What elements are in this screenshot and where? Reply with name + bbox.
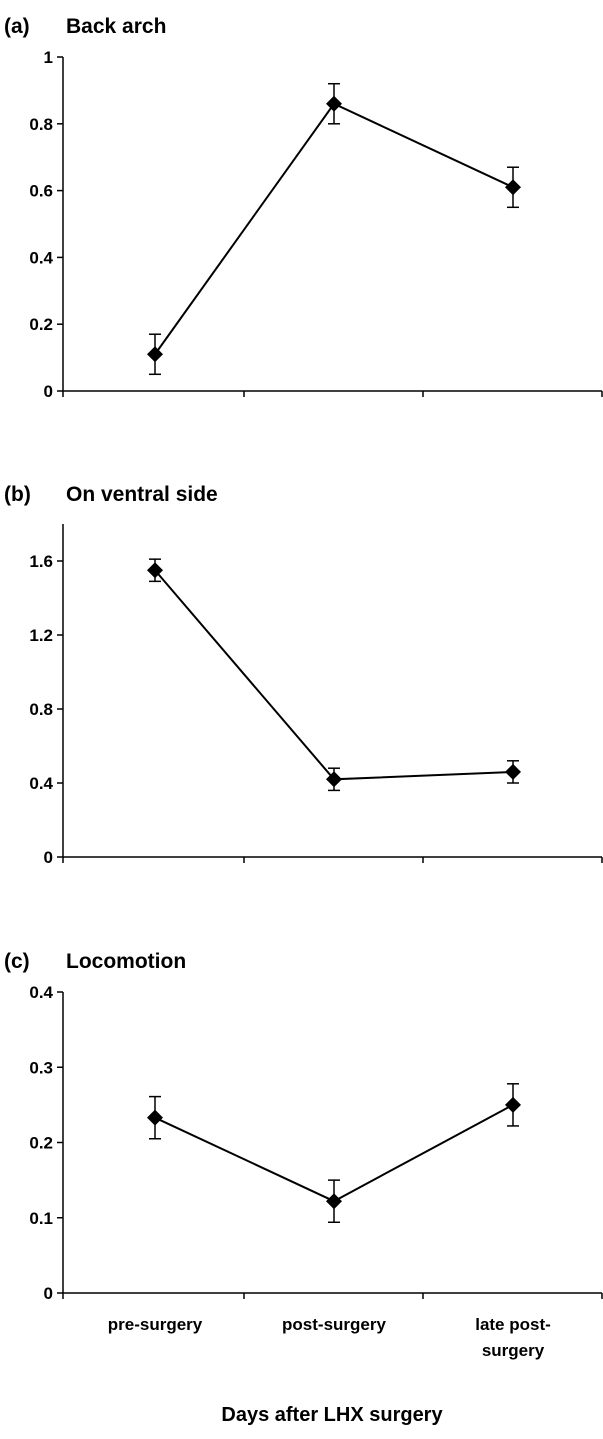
panel-label: (c) <box>4 950 30 973</box>
data-point-marker <box>147 1109 163 1126</box>
data-point-marker <box>147 346 163 363</box>
y-tick-label: 0 <box>44 382 53 401</box>
y-tick-label: 0.8 <box>29 700 53 719</box>
y-tick-label: 0.2 <box>29 315 53 334</box>
series-line <box>154 569 514 781</box>
y-tick-label: 0.2 <box>29 1134 53 1153</box>
panel-title: Back arch <box>66 15 166 38</box>
panel-on-ventral-side: (b) On ventral side 0 0.4 0.8 1.2 1.6 <box>4 483 603 867</box>
panel-title: On ventral side <box>66 483 218 506</box>
data-point-marker <box>326 1193 342 1210</box>
panel-label: (a) <box>4 15 30 38</box>
x-category-label-2: late post-surgery <box>475 1315 551 1360</box>
data-point-marker <box>505 179 521 196</box>
y-tick-label: 0 <box>44 848 53 867</box>
x-category-label-1: post-surgery <box>282 1315 386 1334</box>
data-point-marker <box>505 1096 521 1113</box>
y-tick-label: 1.2 <box>29 626 53 645</box>
y-tick-label: 1 <box>44 48 53 67</box>
x-axis-title: Days after LHX surgery <box>221 1404 443 1426</box>
data-point-marker <box>147 562 163 579</box>
series-line <box>154 102 514 355</box>
panel-label: (b) <box>4 483 31 506</box>
panel-back-arch: (a) Back arch 0 0.2 0.4 0.6 0.8 1 <box>4 15 603 401</box>
x-category-labels: pre-surgery post-surgery late post-surge… <box>108 1315 551 1360</box>
data-point-marker <box>326 771 342 788</box>
panel-locomotion: (c) Locomotion 0 0.1 0.2 0.3 0.4 <box>4 950 603 1303</box>
data-point-marker <box>326 95 342 112</box>
y-tick-label: 0.3 <box>29 1058 53 1077</box>
y-tick-label: 0.8 <box>29 115 53 134</box>
y-tick-label: 1.6 <box>29 552 53 571</box>
panel-title: Locomotion <box>66 950 186 973</box>
y-tick-label: 0.4 <box>29 248 53 267</box>
y-tick-label: 0.4 <box>29 774 53 793</box>
x-category-label-0: pre-surgery <box>108 1315 203 1334</box>
y-tick-label: 0.6 <box>29 182 53 201</box>
data-point-marker <box>505 763 521 780</box>
y-tick-label: 0.4 <box>29 983 53 1002</box>
y-tick-label: 0 <box>44 1284 53 1303</box>
y-tick-label: 0.1 <box>29 1209 53 1228</box>
